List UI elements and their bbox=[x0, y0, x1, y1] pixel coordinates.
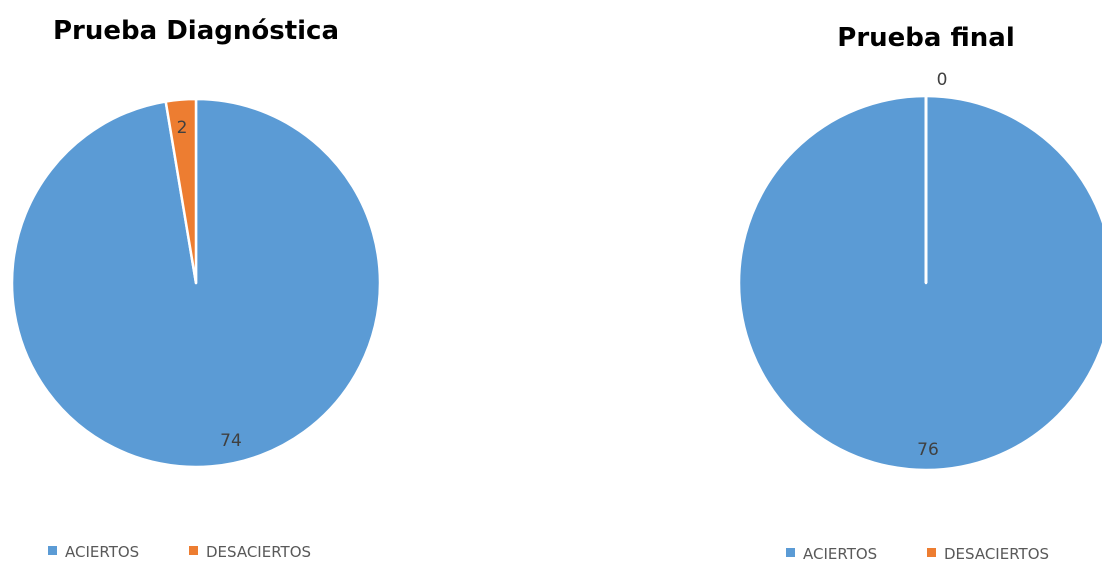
legend-label-aciertos: ACIERTOS bbox=[803, 545, 877, 563]
legend-diagnostica: ACIERTOS DESACIERTOS bbox=[48, 543, 311, 561]
chart-title-final: Prueba final bbox=[837, 23, 1014, 53]
chart-title-diagnostica: Prueba Diagnóstica bbox=[53, 16, 339, 46]
legend-label-desaciertos: DESACIERTOS bbox=[206, 543, 311, 561]
legend-final: ACIERTOS DESACIERTOS bbox=[786, 545, 1049, 563]
pie-slice-final-aciertos bbox=[737, 94, 1102, 472]
pie-slice-diagnostica-desaciertos bbox=[164, 97, 198, 285]
data-label-diagnostica-aciertos: 74 bbox=[220, 431, 242, 451]
data-label-final-aciertos: 76 bbox=[917, 440, 939, 460]
data-label-final-desaciertos: 0 bbox=[937, 70, 948, 90]
pie-slices-diagnostica bbox=[10, 97, 382, 469]
data-label-diagnostica-desaciertos: 2 bbox=[177, 118, 188, 138]
legend-label-desaciertos: DESACIERTOS bbox=[944, 545, 1049, 563]
pie-slices-final bbox=[737, 94, 1102, 472]
legend-swatch-desaciertos bbox=[927, 548, 936, 557]
legend-swatch-aciertos bbox=[48, 546, 57, 555]
legend-label-aciertos: ACIERTOS bbox=[65, 543, 139, 561]
pie-chart-final: Prueba final 76 0 ACIERTOS DESACIERTOS bbox=[737, 23, 1102, 563]
legend-swatch-desaciertos bbox=[189, 546, 198, 555]
legend-swatch-aciertos bbox=[786, 548, 795, 557]
pie-chart-diagnostica: Prueba Diagnóstica 74 2 ACIERTOS DESACIE… bbox=[10, 16, 382, 561]
